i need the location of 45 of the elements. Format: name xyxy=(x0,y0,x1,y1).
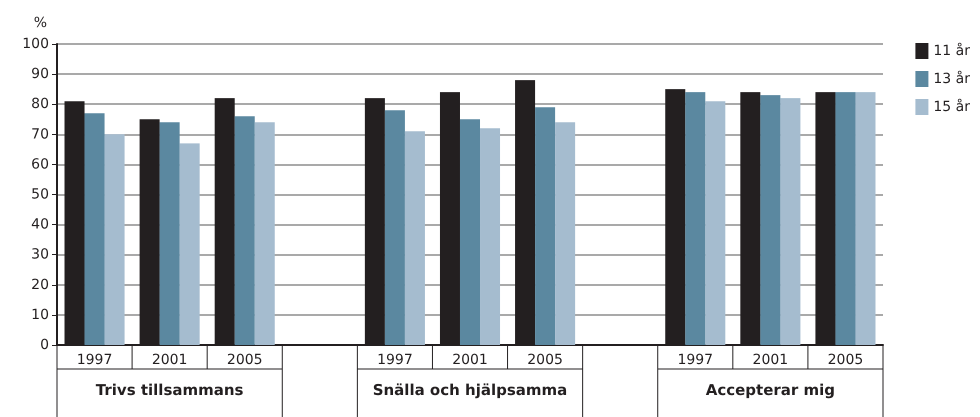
text: Accepterar mig xyxy=(706,381,836,399)
y-tick-label: 70 xyxy=(31,126,49,142)
x-tick-label: 2005 xyxy=(828,352,864,368)
x-tick-label: 1997 xyxy=(677,352,714,368)
y-tick-label: 50 xyxy=(31,186,49,202)
y-tick-label: 80 xyxy=(31,96,49,112)
x-tick-label: 2005 xyxy=(226,352,263,368)
x-tick-label: 2001 xyxy=(752,352,788,368)
y-tick-label: 0 xyxy=(40,337,49,353)
y-tick-label: 90 xyxy=(31,66,49,82)
y-tick-label: 100 xyxy=(22,36,49,52)
bar xyxy=(84,113,105,345)
legend-label: 15 år xyxy=(933,98,970,115)
x-tick-label: 2005 xyxy=(527,352,563,368)
x-tick-label: 2001 xyxy=(152,352,188,368)
bar xyxy=(180,143,200,345)
bar xyxy=(705,101,726,345)
bar xyxy=(855,92,876,345)
bar xyxy=(480,128,500,345)
x-tick-label: 2001 xyxy=(452,352,488,368)
bar xyxy=(760,95,780,345)
y-tick-label: 30 xyxy=(31,246,49,263)
y-axis-title: % xyxy=(34,15,47,31)
legend-label: 13 år xyxy=(933,70,970,87)
bar xyxy=(835,92,856,345)
bar xyxy=(685,92,706,345)
legend-label: 11 år xyxy=(933,42,970,59)
y-tick-label: 10 xyxy=(31,306,49,323)
x-tick-label: 1997 xyxy=(377,352,413,368)
y-tick-label: 40 xyxy=(31,216,49,233)
y-tick-label: 20 xyxy=(31,276,49,293)
bar xyxy=(254,122,275,345)
bar xyxy=(404,131,425,345)
bar xyxy=(555,122,576,345)
bar xyxy=(160,122,180,345)
bar xyxy=(234,116,255,345)
x-tick-label: 1997 xyxy=(76,352,112,368)
text: Snälla och hjälpsamma xyxy=(372,381,568,399)
bar xyxy=(384,110,405,345)
bar xyxy=(535,107,556,345)
bar xyxy=(104,134,125,345)
bar xyxy=(780,98,800,345)
text: Trivs tillsammans xyxy=(96,381,244,399)
y-tick-label: 60 xyxy=(31,156,49,172)
bar xyxy=(460,119,480,345)
